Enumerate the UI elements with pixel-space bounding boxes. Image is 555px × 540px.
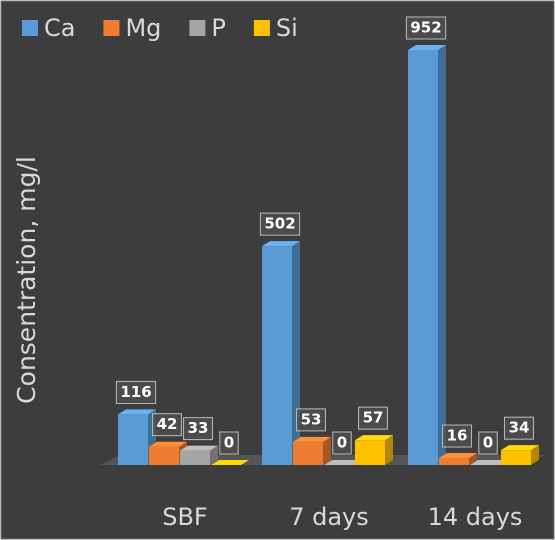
legend-label: Mg <box>125 14 161 42</box>
legend-label: P <box>211 14 225 42</box>
bar-top <box>211 460 249 465</box>
data-label-box <box>152 413 182 437</box>
bar-side <box>210 445 218 465</box>
data-label: 34 <box>509 419 530 437</box>
bar-side <box>385 435 393 465</box>
bar-top <box>324 460 362 465</box>
bar <box>408 50 438 465</box>
data-label: 42 <box>157 415 178 433</box>
data-label-box <box>183 417 213 441</box>
bar-side <box>438 45 446 465</box>
data-label-box <box>478 431 498 455</box>
bar-top <box>355 435 393 441</box>
data-label: 57 <box>363 409 384 427</box>
bar-top <box>118 409 156 415</box>
data-label-box <box>259 212 301 236</box>
data-label: 0 <box>337 434 347 452</box>
legend-label: Ca <box>44 14 75 42</box>
bar <box>501 450 531 465</box>
data-label-box <box>219 431 239 455</box>
bar-top <box>501 445 539 451</box>
x-tick-label: SBF <box>162 503 208 531</box>
bar <box>355 440 385 465</box>
data-label-box <box>296 408 326 432</box>
data-label-box <box>115 380 157 404</box>
bar <box>149 446 179 465</box>
data-label: 16 <box>447 427 468 445</box>
data-label: 53 <box>301 410 322 428</box>
legend-swatch <box>253 20 270 36</box>
bar-top <box>439 453 477 459</box>
legend-swatch <box>103 20 120 36</box>
bar <box>180 450 210 465</box>
data-label-box <box>358 406 388 430</box>
legend-label: Si <box>276 14 298 42</box>
x-tick-label: 14 days <box>428 503 523 531</box>
bar-top <box>293 436 331 442</box>
legend-swatch <box>189 20 206 36</box>
data-label-box <box>405 16 447 40</box>
bar-side <box>469 453 477 465</box>
bar-top <box>470 460 508 465</box>
bar <box>262 246 292 465</box>
data-label-box <box>442 424 472 448</box>
bar <box>439 458 469 465</box>
bar <box>293 441 323 465</box>
bar-top <box>262 241 300 247</box>
data-label: 502 <box>264 215 295 233</box>
bar-side <box>323 436 331 465</box>
y-axis-label: Consentration, mg/l <box>12 156 41 404</box>
data-label: 33 <box>188 419 209 437</box>
bar-side <box>531 445 539 465</box>
bar-top <box>180 445 218 451</box>
bar-side <box>292 241 300 465</box>
data-label-box <box>332 431 352 455</box>
x-tick-label: 7 days <box>289 503 369 531</box>
bar-top <box>149 441 187 447</box>
data-label: 952 <box>410 19 441 37</box>
data-label-box <box>504 416 534 440</box>
data-label: 116 <box>120 383 151 401</box>
data-label: 0 <box>483 434 493 452</box>
bar <box>118 414 148 465</box>
bar-top <box>408 45 446 50</box>
legend-swatch <box>22 20 38 36</box>
data-label: 0 <box>224 434 234 452</box>
